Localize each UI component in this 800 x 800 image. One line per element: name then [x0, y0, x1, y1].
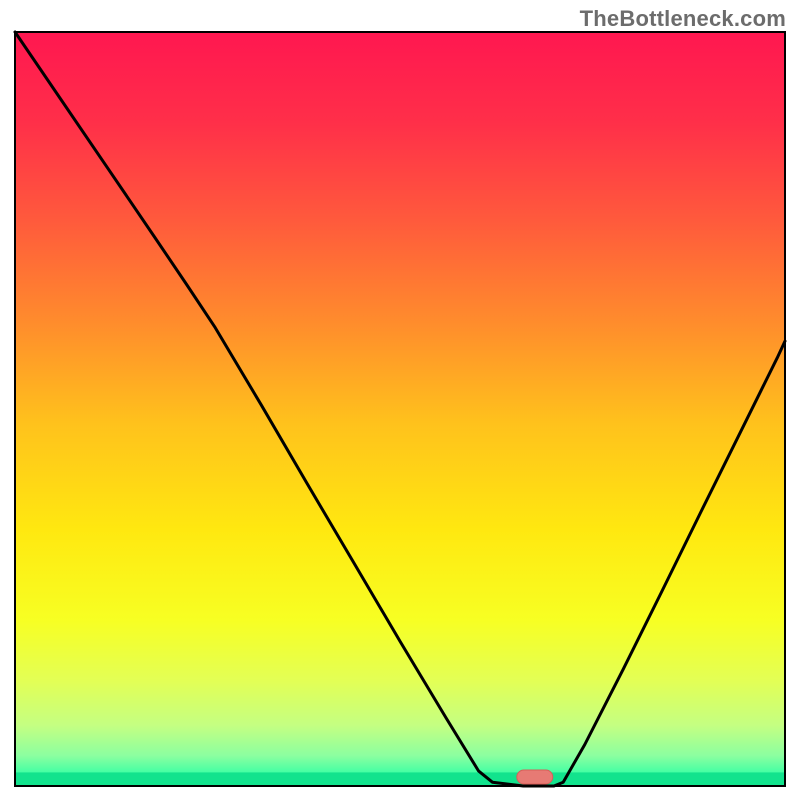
chart-background [15, 32, 785, 786]
chart-baseline-band [15, 772, 785, 786]
chart-frame: TheBottleneck.com [0, 0, 800, 800]
optimal-marker [517, 770, 553, 784]
bottleneck-chart [0, 0, 800, 800]
watermark-text: TheBottleneck.com [580, 6, 786, 32]
